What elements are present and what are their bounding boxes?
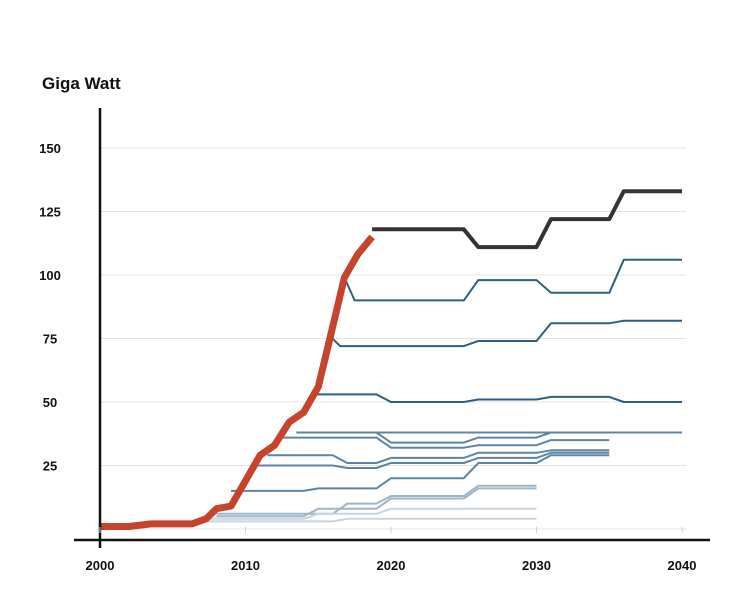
- series-line-latest_forecast-1: [372, 189, 682, 250]
- x-tick-label-2040: 2040: [668, 558, 697, 573]
- y-tick-label-25: 25: [43, 459, 57, 474]
- series-line-forecast-14: [201, 517, 537, 523]
- y-tick-label-125: 125: [39, 205, 61, 220]
- x-tick-label-2010: 2010: [231, 558, 260, 573]
- y-tick-label-75: 75: [43, 332, 57, 347]
- series-line-forecast-12: [216, 487, 537, 518]
- x-tick-label-2030: 2030: [522, 558, 551, 573]
- series-line-forecast-9: [252, 451, 610, 469]
- series-line-forecast-8: [267, 449, 610, 464]
- series-line-forecast-6: [296, 431, 610, 444]
- tick-labels: 2000 2010 2020 2030 2040 25 50 75 100 125 150: [39, 141, 696, 573]
- series-line-actual-0: [100, 234, 375, 530]
- series-line-forecast-10: [231, 454, 610, 492]
- y-axis-label: Giga Watt: [42, 74, 121, 93]
- series-line-forecast-11: [216, 484, 537, 515]
- axes: [74, 108, 710, 548]
- x-tick-label-2000: 2000: [86, 558, 115, 573]
- y-tick-label-50: 50: [43, 395, 57, 410]
- x-tick-label-2020: 2020: [377, 558, 406, 573]
- y-tick-label-100: 100: [39, 268, 61, 283]
- y-tick-label-150: 150: [39, 141, 61, 156]
- grid-lines: [100, 147, 686, 530]
- series-line-forecast-4: [315, 393, 682, 403]
- series-line-forecast-2: [343, 258, 682, 302]
- series-line-forecast-13: [209, 507, 537, 520]
- series-line-forecast-3: [329, 319, 682, 348]
- series-line-forecast-7: [281, 436, 610, 449]
- series-lines: [100, 189, 682, 530]
